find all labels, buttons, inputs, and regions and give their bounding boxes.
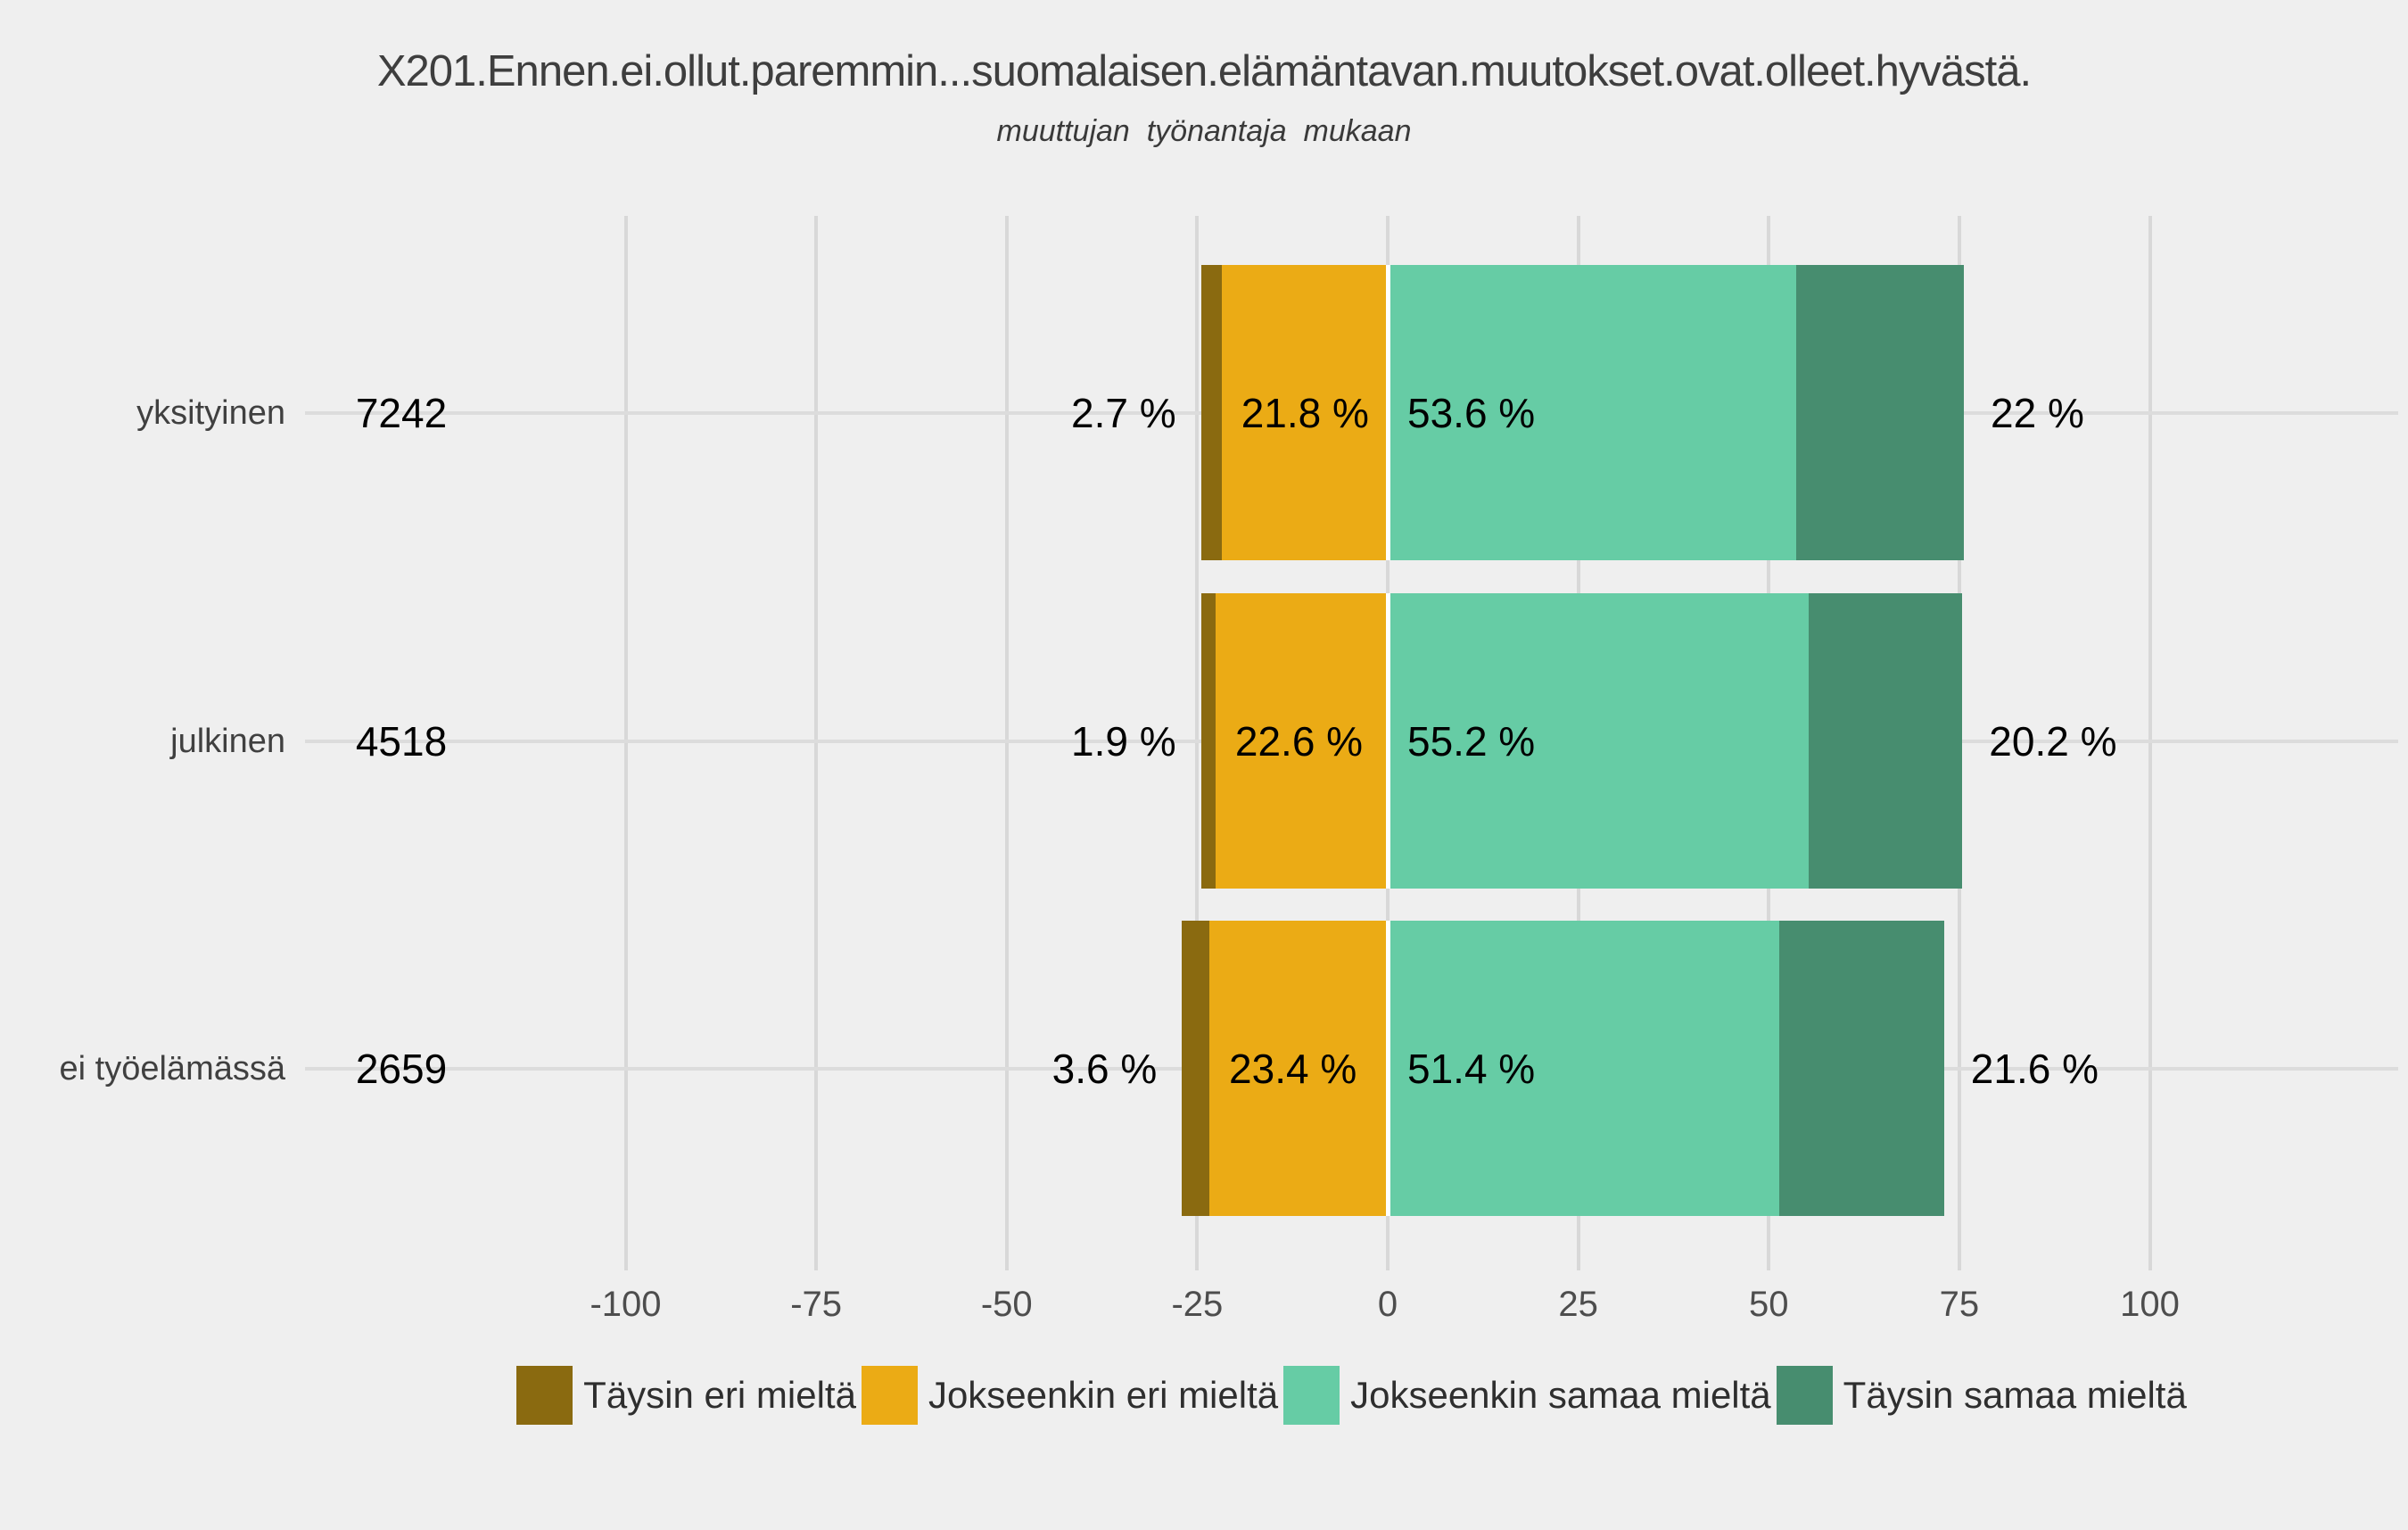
legend-swatch bbox=[516, 1366, 573, 1425]
bar-value-label: 22.6 % bbox=[1234, 717, 1364, 765]
x-tick-label: -25 bbox=[1171, 1285, 1224, 1324]
bar-segment bbox=[1388, 265, 1796, 560]
bar-value-label: 23.4 % bbox=[1229, 1045, 1357, 1092]
category-label: yksityinen bbox=[136, 393, 285, 432]
legend-label: Täysin eri mieltä bbox=[583, 1374, 856, 1416]
bar-segment bbox=[1221, 265, 1388, 560]
category-label: julkinen bbox=[170, 722, 285, 760]
x-tick-label: 0 bbox=[1377, 1285, 1398, 1324]
bar-segment bbox=[1388, 593, 1809, 889]
category-count: 4518 bbox=[355, 717, 448, 765]
legend-item: Täysin eri mieltä bbox=[516, 1366, 856, 1425]
vertical-gridline bbox=[623, 216, 628, 1270]
legend-label: Jokseenkin eri mieltä bbox=[928, 1374, 1279, 1416]
vertical-gridline bbox=[814, 216, 819, 1270]
legend-label: Jokseenkin samaa mieltä bbox=[1350, 1374, 1771, 1416]
chart-subtitle: muuttujan työnantaja mukaan bbox=[996, 114, 1412, 148]
bar-value-label: 3.6 % bbox=[1051, 1045, 1158, 1092]
bar-segment bbox=[1200, 593, 1216, 889]
legend-item: Jokseenkin eri mieltä bbox=[861, 1366, 1279, 1425]
legend-swatch bbox=[1776, 1366, 1833, 1425]
x-tick-label: 75 bbox=[1939, 1285, 1980, 1324]
x-tick-label: 25 bbox=[1558, 1285, 1598, 1324]
bar-value-label: 22 % bbox=[1991, 389, 2084, 436]
bar-value-label: 53.6 % bbox=[1407, 389, 1536, 436]
vertical-gridline bbox=[1195, 216, 1200, 1270]
category-label: ei työelämässä bbox=[59, 1049, 285, 1088]
bar-segment bbox=[1209, 921, 1388, 1216]
zero-separator bbox=[1386, 921, 1390, 1216]
bar-value-label: 55.2 % bbox=[1407, 717, 1536, 765]
legend-item: Jokseenkin samaa mieltä bbox=[1283, 1366, 1771, 1425]
bar-segment bbox=[1796, 265, 1964, 560]
legend-item: Täysin samaa mieltä bbox=[1776, 1366, 2187, 1425]
bar-value-label: 21.8 % bbox=[1241, 389, 1369, 436]
legend-swatch bbox=[1283, 1366, 1340, 1425]
legend: Täysin eri mieltä Jokseenkin eri mieltä Jo… bbox=[305, 1366, 2398, 1425]
vertical-gridline bbox=[1004, 216, 1009, 1270]
bar-segment bbox=[1200, 265, 1222, 560]
x-tick-label: -75 bbox=[790, 1285, 843, 1324]
bar-value-label: 20.2 % bbox=[1989, 717, 2117, 765]
bar-value-label: 51.4 % bbox=[1407, 1045, 1536, 1092]
zero-separator bbox=[1386, 265, 1390, 560]
category-count: 7242 bbox=[355, 389, 448, 436]
bar-segment bbox=[1182, 921, 1210, 1216]
bar-segment bbox=[1215, 593, 1388, 889]
bar-value-label: 21.6 % bbox=[1970, 1045, 2099, 1092]
legend-swatch bbox=[861, 1366, 918, 1425]
x-tick-label: -50 bbox=[980, 1285, 1033, 1324]
vertical-gridline bbox=[2148, 216, 2152, 1270]
bar-value-label: 1.9 % bbox=[1071, 717, 1176, 765]
zero-separator bbox=[1386, 593, 1390, 889]
x-tick-label: 100 bbox=[2120, 1285, 2180, 1324]
category-count: 2659 bbox=[355, 1045, 448, 1092]
bar-segment bbox=[1808, 593, 1963, 889]
legend-label: Täysin samaa mieltä bbox=[1843, 1374, 2187, 1416]
bar-segment bbox=[1779, 921, 1944, 1216]
x-tick-label: 50 bbox=[1749, 1285, 1789, 1324]
bar-segment bbox=[1388, 921, 1780, 1216]
bar-value-label: 2.7 % bbox=[1071, 389, 1176, 436]
chart-title: X201.Ennen.ei.ollut.paremmin...suomalais… bbox=[376, 47, 2032, 95]
x-tick-label: -100 bbox=[590, 1285, 662, 1324]
